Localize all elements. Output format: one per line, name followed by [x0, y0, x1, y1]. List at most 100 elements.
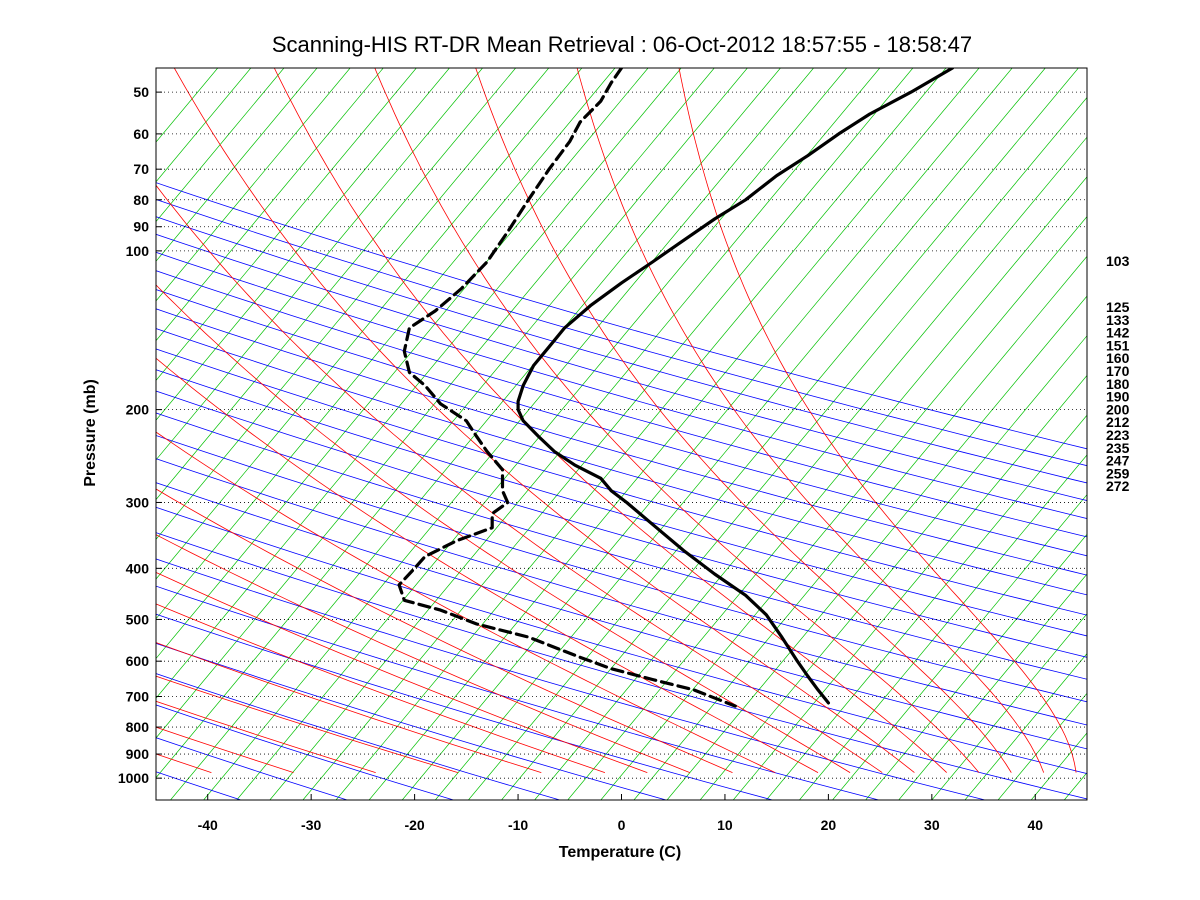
dry-adiabat-line: [156, 308, 1087, 576]
y-tick-label: 70: [133, 161, 149, 177]
x-tick-label: 10: [717, 817, 733, 833]
mixing-ratio-line: [964, 652, 1087, 800]
dry-adiabat-line: [156, 613, 773, 800]
mixing-ratio-line: [1197, 68, 1200, 800]
y-tick-label: 60: [133, 126, 149, 142]
y-tick-label: 700: [126, 688, 150, 704]
y-tick-label: 800: [126, 719, 150, 735]
mixing-ratio-line: [435, 68, 1046, 800]
dry-adiabat-line: [156, 348, 1087, 616]
y-tick-label: 80: [133, 192, 149, 208]
right-axis-label: 160: [1106, 350, 1130, 366]
moist-adiabat-line: [156, 534, 691, 773]
mixing-ratio-line: [156, 68, 682, 699]
x-axis-label: Temperature (C): [559, 844, 681, 861]
x-tick-label: 0: [618, 817, 626, 833]
right-axis-label: 212: [1106, 414, 1130, 430]
dashed-profile-line: [397, 68, 737, 708]
mixing-ratio-line: [567, 176, 1087, 800]
mixing-ratio-line: [931, 613, 1087, 800]
mixing-ratio-line: [156, 68, 351, 302]
dry-adiabat-line: [156, 458, 1087, 726]
mixing-ratio-line: [732, 374, 1087, 800]
right-axis-label: 200: [1106, 401, 1130, 417]
right-axis-label: 142: [1106, 325, 1130, 341]
moist-adiabat-line: [576, 68, 1045, 773]
mixing-ratio-line: [832, 494, 1087, 800]
dry-adiabat-line: [0, 68, 135, 800]
mixing-ratio-line: [1164, 68, 1200, 800]
x-tick-label: 30: [924, 817, 940, 833]
mixing-ratio-line: [865, 533, 1087, 800]
solid-profile-line: [516, 68, 955, 705]
dry-adiabat-line: [156, 673, 560, 800]
moist-adiabat-line: [156, 357, 819, 773]
moist-adiabat-line: [156, 488, 733, 773]
moist-adiabat-line: [156, 700, 376, 773]
y-tick-label: 100: [126, 243, 150, 259]
x-tick-label: -40: [198, 817, 218, 833]
moist-adiabat-line: [156, 753, 212, 773]
mixing-ratio-line: [368, 68, 980, 800]
y-tick-label: 400: [126, 560, 150, 576]
right-axis-label: 151: [1106, 337, 1130, 353]
right-axis-label: 223: [1106, 427, 1130, 443]
right-axis-label: 170: [1106, 363, 1130, 379]
mixing-ratio-line: [156, 68, 285, 223]
mixing-ratio-line: [156, 68, 748, 779]
y-tick-label: 1000: [118, 770, 149, 786]
x-tick-label: -30: [301, 817, 321, 833]
dry-adiabat-line: [156, 506, 1087, 774]
right-axis-label: 235: [1106, 440, 1130, 456]
mixing-ratio-line: [898, 573, 1087, 800]
right-axis-label: 180: [1106, 376, 1130, 392]
mixing-ratio-line: [156, 68, 550, 540]
mixing-ratio-line: [766, 414, 1087, 800]
y-tick-label: 90: [133, 219, 149, 235]
y-tick-label: 200: [126, 402, 150, 418]
dry-adiabat-line: [156, 412, 1087, 680]
dry-adiabat-line: [156, 704, 454, 800]
mixing-ratio-line: [156, 68, 516, 501]
dry-adiabat-line: [156, 532, 1087, 800]
dry-adiabat-line: [156, 435, 1087, 703]
right-axis-label: 190: [1106, 389, 1130, 405]
dry-adiabat-line: [156, 585, 879, 800]
mixing-ratio-line: [156, 68, 318, 262]
x-tick-label: 40: [1027, 817, 1043, 833]
moist-adiabat-line: [173, 68, 915, 773]
moist-adiabat-line: [156, 284, 851, 773]
right-axis-label: 247: [1106, 453, 1130, 469]
mixing-ratio-line: [401, 68, 1013, 800]
dry-adiabat-line: [156, 390, 1087, 658]
right-axis-label: 259: [1106, 465, 1130, 481]
mixing-ratio-line: [156, 68, 384, 342]
mixing-ratio-line: [468, 68, 1079, 800]
dry-adiabat-line: [156, 199, 1087, 467]
x-tick-label: -20: [404, 817, 424, 833]
moist-adiabat-line: [156, 431, 776, 773]
dry-adiabat-line: [156, 328, 1087, 596]
moist-adiabat-line: [475, 68, 1012, 773]
moist-adiabat-line: [156, 571, 648, 773]
mixing-ratio-line: [1130, 68, 1200, 800]
dry-adiabat-line: [156, 216, 1087, 484]
mixing-ratio-line: [269, 68, 881, 800]
mixing-ratio-line: [156, 68, 483, 461]
y-tick-label: 300: [126, 494, 150, 510]
mixing-ratio-line: [156, 68, 417, 381]
dry-adiabat-line: [156, 289, 1087, 557]
mixing-ratio-line: [335, 68, 947, 800]
mixing-ratio-line: [156, 68, 583, 580]
mixing-ratio-line: [600, 216, 1087, 800]
mixing-ratio-line: [1063, 772, 1087, 800]
x-tick-label: -10: [508, 817, 528, 833]
mixing-ratio-line: [203, 68, 814, 800]
mixing-ratio-line: [501, 96, 1087, 800]
mixing-ratio-line: [156, 68, 616, 620]
x-tick-label: 20: [821, 817, 837, 833]
right-axis-label: 133: [1106, 312, 1130, 328]
mixing-ratio-line: [997, 692, 1087, 800]
mixing-ratio-line: [156, 68, 450, 421]
